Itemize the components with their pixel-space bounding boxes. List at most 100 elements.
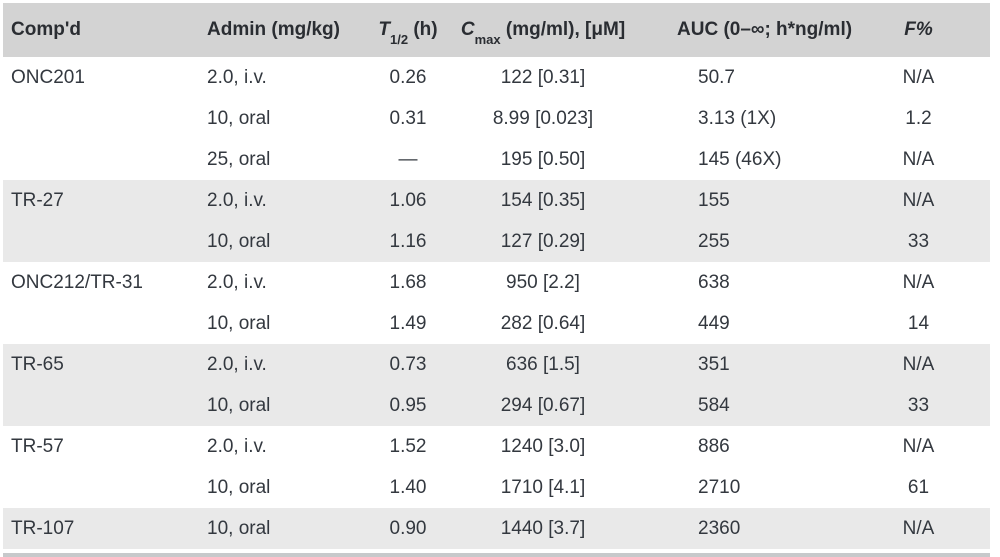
table-row: TR-27 2.0, i.v. 1.06 154 [0.35] 155 N/A bbox=[3, 180, 990, 221]
table-row: 10, oral 1.49 282 [0.64] 449 14 bbox=[3, 303, 990, 344]
cell-compound bbox=[3, 98, 198, 139]
cell-auc: 638 bbox=[643, 262, 873, 303]
table-row: TR-57 2.0, i.v. 1.52 1240 [3.0] 886 N/A bbox=[3, 426, 990, 467]
cell-cmax: 282 [0.64] bbox=[443, 303, 643, 344]
cell-compound: TR-65 bbox=[3, 344, 198, 385]
table-header: Comp'd Admin (mg/kg) T1/2 (h) Cmax (mg/m… bbox=[3, 3, 990, 57]
cell-thalf: 1.06 bbox=[373, 180, 443, 221]
cell-thalf: 1.49 bbox=[373, 303, 443, 344]
cell-f-percent: N/A bbox=[873, 57, 990, 98]
cell-cmax: 8.99 [0.023] bbox=[443, 98, 643, 139]
cell-thalf: 0.90 bbox=[373, 508, 443, 549]
cell-thalf: 1.52 bbox=[373, 426, 443, 467]
cell-admin-dose: 2.0, i.v. bbox=[198, 57, 373, 98]
col-header-cmax: Cmax (mg/ml), [μM] bbox=[443, 3, 643, 57]
cell-admin-dose: 2.0, i.v. bbox=[198, 262, 373, 303]
cell-auc: 145 (46X) bbox=[643, 139, 873, 180]
cell-cmax: 636 [1.5] bbox=[443, 344, 643, 385]
cell-compound bbox=[3, 467, 198, 508]
cell-thalf: 0.26 bbox=[373, 57, 443, 98]
cmax-symbol: C bbox=[460, 19, 475, 40]
cell-f-percent: 33 bbox=[873, 221, 990, 262]
cell-compound: TR-107 bbox=[3, 508, 198, 549]
table-row: 10, oral 0.95 294 [0.67] 584 33 bbox=[3, 385, 990, 426]
cell-thalf: 1.68 bbox=[373, 262, 443, 303]
cell-compound bbox=[3, 303, 198, 344]
cell-f-percent: N/A bbox=[873, 262, 990, 303]
cell-admin-dose: 10, oral bbox=[198, 385, 373, 426]
table-row: 10, oral 1.40 1710 [4.1] 2710 61 bbox=[3, 467, 990, 508]
cell-f-percent: N/A bbox=[873, 508, 990, 549]
header-row: Comp'd Admin (mg/kg) T1/2 (h) Cmax (mg/m… bbox=[3, 3, 990, 57]
cell-cmax: 154 [0.35] bbox=[443, 180, 643, 221]
thalf-units: (h) bbox=[408, 19, 438, 40]
cell-f-percent: N/A bbox=[873, 139, 990, 180]
col-header-f-percent: F% bbox=[873, 3, 990, 57]
cell-compound: ONC201 bbox=[3, 57, 198, 98]
cell-f-percent: 14 bbox=[873, 303, 990, 344]
cell-cmax: 122 [0.31] bbox=[443, 57, 643, 98]
cell-f-percent: 33 bbox=[873, 385, 990, 426]
cell-compound bbox=[3, 385, 198, 426]
cell-cmax: 1440 [3.7] bbox=[443, 508, 643, 549]
cmax-units: (mg/ml), [μM] bbox=[500, 19, 626, 40]
cell-auc: 584 bbox=[643, 385, 873, 426]
cell-admin-dose: 10, oral bbox=[198, 221, 373, 262]
cell-f-percent: N/A bbox=[873, 180, 990, 221]
cell-cmax: 1240 [3.0] bbox=[443, 426, 643, 467]
cell-thalf: 0.95 bbox=[373, 385, 443, 426]
cell-admin-dose: 10, oral bbox=[198, 98, 373, 139]
col-header-compound: Comp'd bbox=[3, 3, 198, 57]
cell-admin-dose: 10, oral bbox=[198, 467, 373, 508]
cell-auc: 50.7 bbox=[643, 57, 873, 98]
table-row: TR-107 10, oral 0.90 1440 [3.7] 2360 N/A bbox=[3, 508, 990, 549]
cell-auc: 2710 bbox=[643, 467, 873, 508]
thalf-subscript: 1/2 bbox=[389, 31, 409, 47]
cell-auc: 351 bbox=[643, 344, 873, 385]
pharmacokinetics-table: Comp'd Admin (mg/kg) T1/2 (h) Cmax (mg/m… bbox=[3, 3, 990, 549]
col-header-admin: Admin (mg/kg) bbox=[198, 3, 373, 57]
cell-admin-dose: 10, oral bbox=[198, 303, 373, 344]
cell-thalf: 1.40 bbox=[373, 467, 443, 508]
cell-admin-dose: 25, oral bbox=[198, 139, 373, 180]
cell-compound bbox=[3, 139, 198, 180]
cell-auc: 3.13 (1X) bbox=[643, 98, 873, 139]
table-row: 25, oral — 195 [0.50] 145 (46X) N/A bbox=[3, 139, 990, 180]
cell-compound: ONC212/TR-31 bbox=[3, 262, 198, 303]
cell-admin-dose: 2.0, i.v. bbox=[198, 180, 373, 221]
cell-compound: TR-27 bbox=[3, 180, 198, 221]
cell-auc: 449 bbox=[643, 303, 873, 344]
cell-compound bbox=[3, 221, 198, 262]
cell-admin-dose: 2.0, i.v. bbox=[198, 344, 373, 385]
cell-cmax: 294 [0.67] bbox=[443, 385, 643, 426]
cell-auc: 155 bbox=[643, 180, 873, 221]
cell-thalf: 0.31 bbox=[373, 98, 443, 139]
table-row: 10, oral 1.16 127 [0.29] 255 33 bbox=[3, 221, 990, 262]
cell-admin-dose: 10, oral bbox=[198, 508, 373, 549]
thalf-symbol: T bbox=[378, 19, 390, 40]
cell-auc: 886 bbox=[643, 426, 873, 467]
col-header-thalf: T1/2 (h) bbox=[373, 3, 443, 57]
cell-f-percent: 1.2 bbox=[873, 98, 990, 139]
cell-auc: 2360 bbox=[643, 508, 873, 549]
cell-cmax: 950 [2.2] bbox=[443, 262, 643, 303]
table-row: TR-65 2.0, i.v. 0.73 636 [1.5] 351 N/A bbox=[3, 344, 990, 385]
cell-admin-dose: 2.0, i.v. bbox=[198, 426, 373, 467]
col-header-auc: AUC (0–∞; h*ng/ml) bbox=[643, 3, 873, 57]
table-row: ONC201 2.0, i.v. 0.26 122 [0.31] 50.7 N/… bbox=[3, 57, 990, 98]
cell-thalf: — bbox=[373, 139, 443, 180]
table-row: 10, oral 0.31 8.99 [0.023] 3.13 (1X) 1.2 bbox=[3, 98, 990, 139]
cell-thalf: 1.16 bbox=[373, 221, 443, 262]
cell-thalf: 0.73 bbox=[373, 344, 443, 385]
cell-cmax: 195 [0.50] bbox=[443, 139, 643, 180]
cell-f-percent: N/A bbox=[873, 344, 990, 385]
cell-f-percent: N/A bbox=[873, 426, 990, 467]
cell-compound: TR-57 bbox=[3, 426, 198, 467]
cell-f-percent: 61 bbox=[873, 467, 990, 508]
cell-cmax: 1710 [4.1] bbox=[443, 467, 643, 508]
cropped-next-section-edge bbox=[3, 553, 990, 557]
cmax-subscript: max bbox=[474, 31, 501, 47]
table-body: ONC201 2.0, i.v. 0.26 122 [0.31] 50.7 N/… bbox=[3, 57, 990, 549]
cell-cmax: 127 [0.29] bbox=[443, 221, 643, 262]
